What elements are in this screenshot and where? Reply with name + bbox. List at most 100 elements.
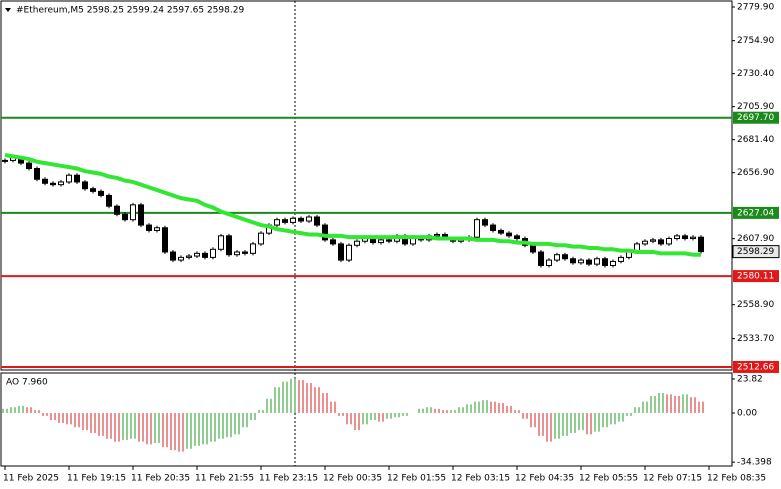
- x-tick-label: 12 Feb 05:55: [579, 474, 638, 484]
- level-label-box: [733, 206, 779, 219]
- candle: [218, 235, 224, 250]
- y-tick-label: 2558.90: [737, 300, 774, 310]
- candle: [306, 216, 312, 222]
- candle: [338, 243, 344, 261]
- candle: [258, 232, 264, 245]
- menu-arrow: [5, 8, 11, 12]
- x-tick-label: 12 Feb 08:35: [707, 474, 766, 484]
- y-tick-label: 2705.90: [737, 102, 774, 112]
- y-tick-label: 2607.90: [737, 234, 774, 244]
- candle: [42, 178, 48, 184]
- candle: [682, 235, 688, 240]
- candle: [26, 162, 32, 169]
- y-tick-label: 2656.90: [737, 168, 774, 178]
- candle: [146, 224, 152, 231]
- candle: [114, 205, 120, 215]
- candle: [354, 240, 360, 246]
- x-tick-label: 12 Feb 00:35: [323, 474, 382, 484]
- candle: [90, 188, 96, 192]
- level-label-box: [733, 360, 779, 373]
- level-label: 2512.66: [737, 362, 774, 372]
- candle: [610, 260, 616, 266]
- candle: [530, 244, 536, 253]
- x-tick-label: 11 Feb 23:15: [259, 474, 318, 484]
- candle: [194, 252, 200, 257]
- candle: [570, 258, 576, 264]
- candle: [658, 239, 664, 245]
- candle: [586, 259, 592, 265]
- candle: [122, 213, 128, 221]
- candle: [274, 219, 280, 226]
- x-tick-label: 12 Feb 03:15: [451, 474, 510, 484]
- candle: [330, 239, 336, 245]
- candle: [514, 235, 520, 240]
- candle: [538, 251, 544, 266]
- level-label-box: [733, 111, 779, 124]
- candle: [618, 256, 624, 262]
- x-tick-label: 11 Feb 21:55: [195, 474, 254, 484]
- current-price-box: [732, 245, 780, 259]
- candle: [58, 181, 64, 186]
- candle: [234, 251, 240, 256]
- candle: [650, 239, 656, 242]
- candle: [506, 232, 512, 237]
- candle: [250, 243, 256, 254]
- candle: [2, 159, 8, 162]
- candle: [178, 256, 184, 261]
- candle: [562, 254, 568, 260]
- candle: [154, 227, 160, 231]
- candle: [386, 239, 392, 242]
- x-tick-label: 11 Feb 2025: [3, 474, 59, 484]
- candle: [66, 174, 72, 183]
- candle: [186, 255, 192, 258]
- candle: [602, 258, 608, 266]
- x-tick-label: 11 Feb 20:35: [131, 474, 190, 484]
- indicator-panel: [0, 372, 733, 467]
- candle: [674, 235, 680, 240]
- candle: [34, 167, 40, 180]
- candle: [298, 217, 304, 222]
- candle: [282, 219, 288, 223]
- candle: [106, 194, 112, 207]
- candle: [138, 204, 144, 226]
- candle: [482, 219, 488, 226]
- candle: [346, 244, 352, 261]
- candle: [162, 227, 168, 253]
- candle: [474, 219, 480, 238]
- candle: [642, 240, 648, 245]
- candle: [202, 252, 208, 258]
- candle: [130, 204, 136, 221]
- candle: [434, 233, 440, 237]
- y-tick-label: 2730.40: [737, 69, 774, 79]
- chart-title: #Ethereum,M5 2598.25 2599.24 2597.65 259…: [16, 6, 244, 16]
- candle: [82, 181, 88, 190]
- level-label-box: [733, 270, 779, 283]
- level-label: 2627.04: [737, 208, 774, 218]
- y-tick-label: 2754.90: [737, 36, 774, 46]
- candle: [322, 224, 328, 241]
- candle: [546, 259, 552, 266]
- y-tick-label: -34.398: [737, 458, 772, 468]
- main-panel: [0, 0, 733, 371]
- y-tick-label: 2681.40: [737, 135, 774, 145]
- level-label: 2580.11: [737, 272, 774, 282]
- x-tick-label: 12 Feb 04:35: [515, 474, 574, 484]
- candle: [290, 217, 296, 223]
- candle: [74, 174, 80, 183]
- candle: [690, 236, 696, 240]
- x-tick-label: 12 Feb 01:55: [387, 474, 446, 484]
- candle: [226, 235, 232, 256]
- candle: [314, 216, 320, 226]
- candle: [242, 251, 248, 254]
- candle: [170, 251, 176, 261]
- indicator-title: AO 7.960: [6, 378, 48, 388]
- candle: [666, 238, 672, 245]
- candle: [98, 190, 104, 196]
- candle: [490, 224, 496, 231]
- candle: [698, 236, 704, 253]
- moving-average: [4, 153, 701, 257]
- y-tick-label: 0.00: [737, 409, 757, 419]
- candle: [50, 182, 56, 186]
- x-tick-label: 11 Feb 19:15: [67, 474, 126, 484]
